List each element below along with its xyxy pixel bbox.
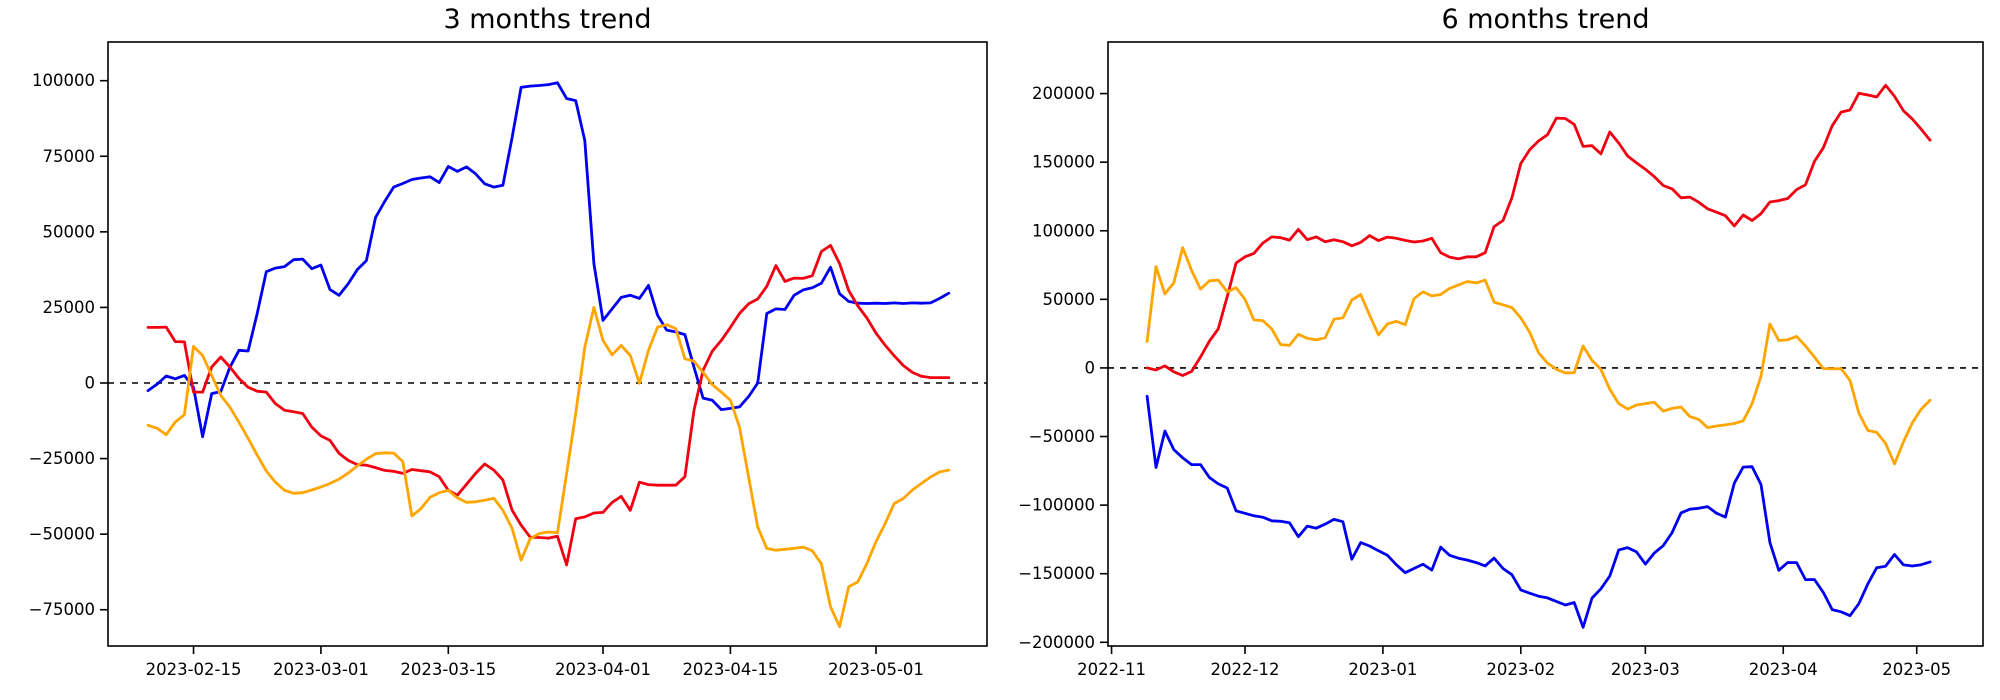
y-tick-label: −25000 (29, 449, 95, 468)
y-tick-label: 0 (85, 373, 96, 392)
y-tick-label: 0 (1085, 358, 1096, 377)
chart-title-6-months: 6 months trend (1441, 4, 1650, 35)
y-tick-label: 100000 (1032, 221, 1095, 240)
series-red (146, 243, 951, 567)
chart-6-months-trend: 200000 150000 100000 50000 0 −50000 −100000 −15… (1018, 41, 1984, 679)
series-blue (146, 81, 951, 439)
x-tick-label: 2023-02 (1486, 660, 1555, 679)
x-tick-label: 2023-04-01 (555, 660, 651, 679)
chart-title-3-months: 3 months trend (443, 4, 652, 35)
x-tick-label: 2022-12 (1211, 660, 1280, 679)
y-tick-label: 50000 (43, 222, 96, 241)
plot-frame (107, 41, 988, 647)
x-tick-label: 2023-03 (1611, 660, 1680, 679)
y-tick-label: 150000 (1032, 153, 1095, 172)
y-tick-label: −50000 (29, 525, 95, 544)
y-tick-label: 25000 (43, 298, 96, 317)
y-tick-label: −100000 (1018, 496, 1095, 515)
series-blue (1145, 394, 1932, 629)
x-tick-label: 2023-05-01 (828, 660, 924, 679)
series-orange (1145, 246, 1932, 466)
y-tick-label: 75000 (43, 147, 96, 166)
x-tick-label: 2023-01 (1348, 660, 1417, 679)
series-orange (146, 305, 951, 629)
y-tick-label: 200000 (1032, 84, 1095, 103)
y-tick-label: 50000 (1043, 290, 1096, 309)
x-tick-label: 2023-03-15 (400, 660, 496, 679)
y-tick-label: −200000 (1018, 633, 1095, 652)
y-tick-label: −75000 (29, 600, 95, 619)
series-red (1145, 83, 1932, 377)
plot-frame (1107, 41, 1984, 647)
x-tick-label: 2023-04 (1749, 660, 1818, 679)
chart-3-months-trend: 100000 75000 50000 25000 0 −25000 −50000 −75000… (29, 41, 988, 679)
x-tick-label: 2023-04-15 (682, 660, 778, 679)
y-tick-label: −50000 (1029, 427, 1095, 446)
y-tick-label: 100000 (32, 71, 95, 90)
x-tick-label: 2022-11 (1077, 660, 1146, 679)
y-tick-label: −150000 (1018, 564, 1095, 583)
x-tick-label: 2023-03-01 (273, 660, 369, 679)
x-tick-label: 2023-05 (1882, 660, 1951, 679)
x-tick-label: 2023-02-15 (146, 660, 242, 679)
